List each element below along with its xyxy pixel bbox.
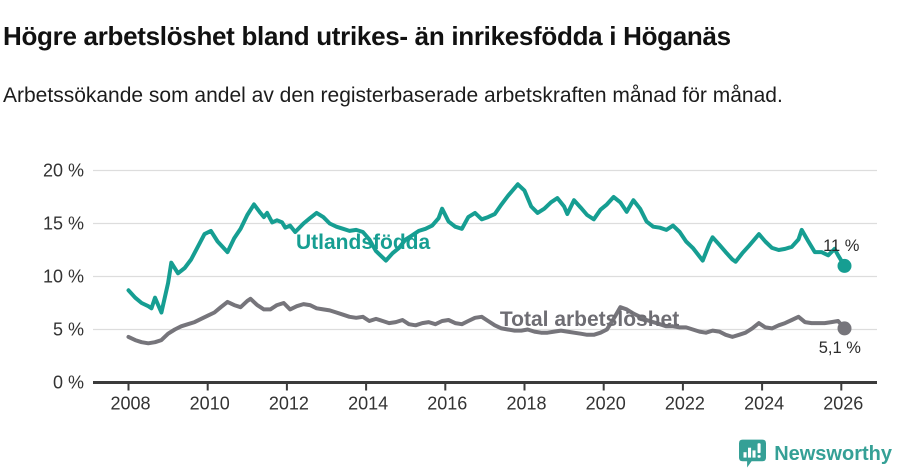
- newsworthy-logo[interactable]: Newsworthy: [739, 439, 892, 469]
- x-tick-label: 2018: [506, 394, 546, 414]
- x-tick-label: 2012: [269, 394, 309, 414]
- value-annotation: 5,1 %: [819, 339, 862, 357]
- newsworthy-logo-icon: [739, 439, 767, 468]
- series-line-total-arbetsl-shet: [126, 296, 847, 346]
- x-tick-label: 2016: [427, 394, 467, 414]
- y-tick-label: 10 %: [43, 267, 84, 287]
- series-label: Utlandsfödda: [296, 231, 430, 254]
- y-tick-label: 0 %: [53, 373, 84, 393]
- series-end-dot: [837, 321, 852, 336]
- newsworthy-logo-text: Newsworthy: [774, 442, 892, 465]
- x-tick-label: 2014: [348, 394, 388, 414]
- x-tick-label: 2022: [665, 394, 705, 414]
- x-tick-label: 2024: [744, 394, 784, 414]
- x-tick-label: 2026: [823, 394, 863, 414]
- value-annotation: 11 %: [823, 237, 860, 255]
- y-tick-label: 5 %: [53, 320, 84, 340]
- x-tick-label: 2020: [586, 394, 626, 414]
- series-label: Total arbetslöshet: [500, 308, 679, 331]
- y-tick-label: 15 %: [43, 214, 84, 234]
- x-tick-label: 2008: [110, 394, 150, 414]
- chart-subtitle: Arbetssökande som andel av den registerb…: [3, 84, 783, 107]
- page-title: Högre arbetslöshet bland utrikes- än inr…: [3, 21, 731, 52]
- y-tick-label: 20 %: [43, 161, 84, 181]
- x-tick-label: 2010: [190, 394, 230, 414]
- series-line-utlandsf-dda: [126, 182, 847, 315]
- series-end-dot: [837, 258, 852, 273]
